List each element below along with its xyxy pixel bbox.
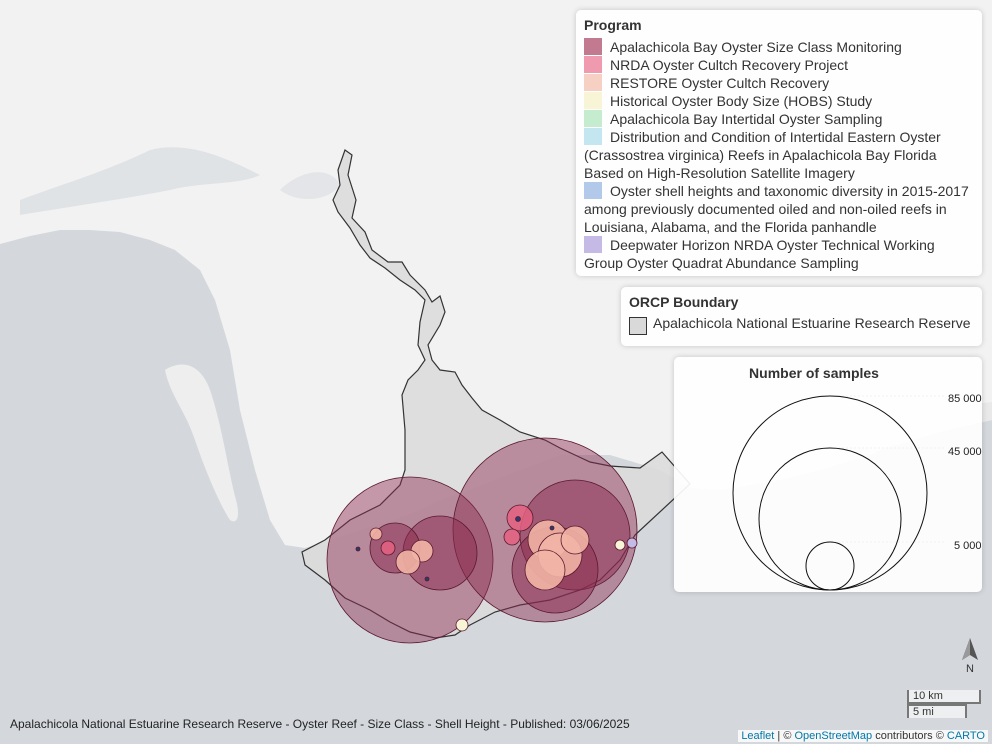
- land-peninsula: [165, 364, 238, 522]
- legend-program-label: RESTORE Oyster Cultch Recovery: [610, 75, 830, 91]
- legend-program-item: Apalachicola Bay Oyster Size Class Monit…: [584, 38, 976, 56]
- legend-program-item: Historical Oyster Body Size (HOBS) Study: [584, 92, 976, 110]
- bubble-restore-3[interactable]: [524, 549, 566, 591]
- bubble-restore-4[interactable]: [560, 525, 590, 555]
- legend-program-item: NRDA Oyster Cultch Recovery Project: [584, 56, 976, 74]
- legend-orcp: ORCP Boundary Apalachicola National Estu…: [621, 287, 982, 346]
- reserve-swatch: [629, 317, 647, 335]
- north-label: N: [966, 663, 974, 675]
- legend-program-label: Deepwater Horizon NRDA Oyster Technical …: [584, 237, 935, 271]
- size-tick-5000: 5 000: [954, 540, 982, 552]
- size-tick-45000: 45 000: [948, 446, 982, 458]
- legend-program-label: Historical Oyster Body Size (HOBS) Study: [610, 93, 873, 109]
- north-arrow-icon: N: [962, 638, 978, 675]
- bay-water-nw: [20, 147, 260, 215]
- bubble-dwh-1[interactable]: [626, 537, 638, 549]
- bubble-dot-3[interactable]: [424, 576, 430, 582]
- legend-program-label: Distribution and Condition of Intertidal…: [584, 129, 941, 181]
- legend-program: Program Apalachicola Bay Oyster Size Cla…: [576, 10, 982, 276]
- legend-swatch: [584, 182, 602, 199]
- bay-water-west: [280, 172, 340, 200]
- legend-swatch: [584, 110, 602, 127]
- legend-program-item: Distribution and Condition of Intertidal…: [584, 128, 976, 182]
- legend-swatch: [584, 128, 602, 145]
- leaflet-link[interactable]: Leaflet: [741, 730, 775, 742]
- legend-program-label: Oyster shell heights and taxonomic diver…: [584, 183, 969, 235]
- bubble-hobs-1[interactable]: [455, 618, 469, 632]
- osm-link[interactable]: OpenStreetMap: [794, 730, 873, 742]
- legend-swatch: [584, 56, 602, 73]
- legend-program-item: Oyster shell heights and taxonomic diver…: [584, 182, 976, 236]
- legend-program-label: Apalachicola Bay Intertidal Oyster Sampl…: [610, 111, 883, 127]
- bubble-restore-6[interactable]: [395, 549, 421, 575]
- bubble-dot-4[interactable]: [355, 546, 361, 552]
- legend-swatch: [584, 92, 602, 109]
- carto-link[interactable]: CARTO: [946, 730, 985, 742]
- attribution-sep: | ©: [774, 730, 795, 742]
- scale-mi: 5 mi: [907, 704, 967, 718]
- bubble-dot-1[interactable]: [515, 516, 521, 522]
- size-tick-85000: 85 000: [948, 393, 982, 405]
- scale-km: 10 km: [907, 690, 981, 704]
- legend-program-item: Apalachicola Bay Intertidal Oyster Sampl…: [584, 110, 976, 128]
- legend-size-title: Number of samples: [749, 365, 879, 381]
- legend-orcp-label: Apalachicola National Estuarine Research…: [653, 315, 971, 331]
- legend-program-item: RESTORE Oyster Cultch Recovery: [584, 74, 976, 92]
- bubble-nrda-2[interactable]: [503, 528, 521, 546]
- bubble-hobs-2[interactable]: [614, 539, 626, 551]
- legend-swatch: [584, 38, 602, 55]
- bubble-restore-7[interactable]: [369, 527, 383, 541]
- bubble-dot-2[interactable]: [549, 525, 555, 531]
- legend-swatch: [584, 236, 602, 253]
- scale-bar: 10 km 5 mi: [907, 690, 981, 718]
- legend-program-label: NRDA Oyster Cultch Recovery Project: [610, 57, 849, 73]
- legend-program-label: Apalachicola Bay Oyster Size Class Monit…: [610, 39, 902, 55]
- legend-swatch: [584, 74, 602, 91]
- legend-program-item: Deepwater Horizon NRDA Oyster Technical …: [584, 236, 976, 272]
- legend-size: Number of samples 85 000 45 000 5 000: [674, 357, 982, 592]
- sample-bubbles[interactable]: [326, 437, 638, 644]
- legend-orcp-title: ORCP Boundary: [629, 294, 739, 310]
- attribution-contrib: contributors ©: [872, 730, 947, 742]
- legend-program-title: Program: [584, 17, 642, 33]
- attribution: Leaflet | © OpenStreetMap contributors ©…: [738, 730, 988, 742]
- bubble-nrda-3[interactable]: [380, 540, 396, 556]
- map-caption: Apalachicola National Estuarine Research…: [10, 717, 630, 731]
